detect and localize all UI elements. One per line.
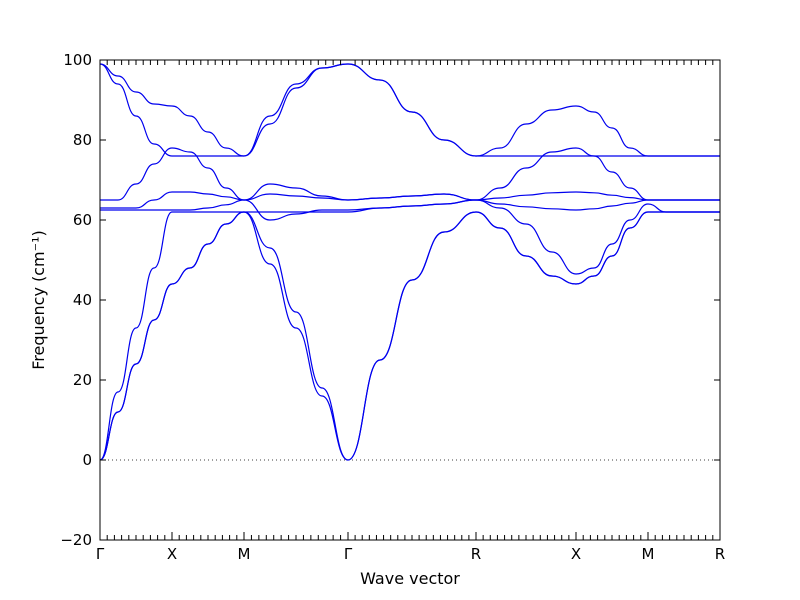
band-line-1 [99,211,720,461]
band-line-8 [99,63,720,157]
y-tick-label: −20 [60,531,92,549]
x-tick-label-5: R [471,545,481,563]
y-tick-label: 40 [73,291,92,309]
band-line-7 [99,63,720,157]
band-line-4 [99,199,720,221]
x-tick-label-2: X [167,545,177,563]
band-line-3 [99,199,720,461]
y-tick-label: 80 [73,131,92,149]
y-axis: −20 0 20 40 60 80 100 [60,51,720,549]
x-tick-label-3: M [238,545,251,563]
x-tick-label-4: Γ [344,545,353,563]
y-tick-label: 60 [73,211,92,229]
plot-area [99,63,720,461]
y-axis-label: Frequency (cm⁻¹) [29,230,48,369]
plot-frame [99,59,721,541]
x-tick-label-1: Γ [96,545,105,563]
x-tick-label-7: M [642,545,655,563]
y-tick-label: 100 [63,51,92,69]
x-axis-label: Wave vector [360,569,460,588]
x-tick-label-6: X [571,545,581,563]
x-tick-label-8: R [715,545,725,563]
y-tick-label: 0 [82,451,92,469]
band-line-2 [99,211,720,461]
band-line-6 [100,147,720,201]
y-tick-label: 20 [73,371,92,389]
